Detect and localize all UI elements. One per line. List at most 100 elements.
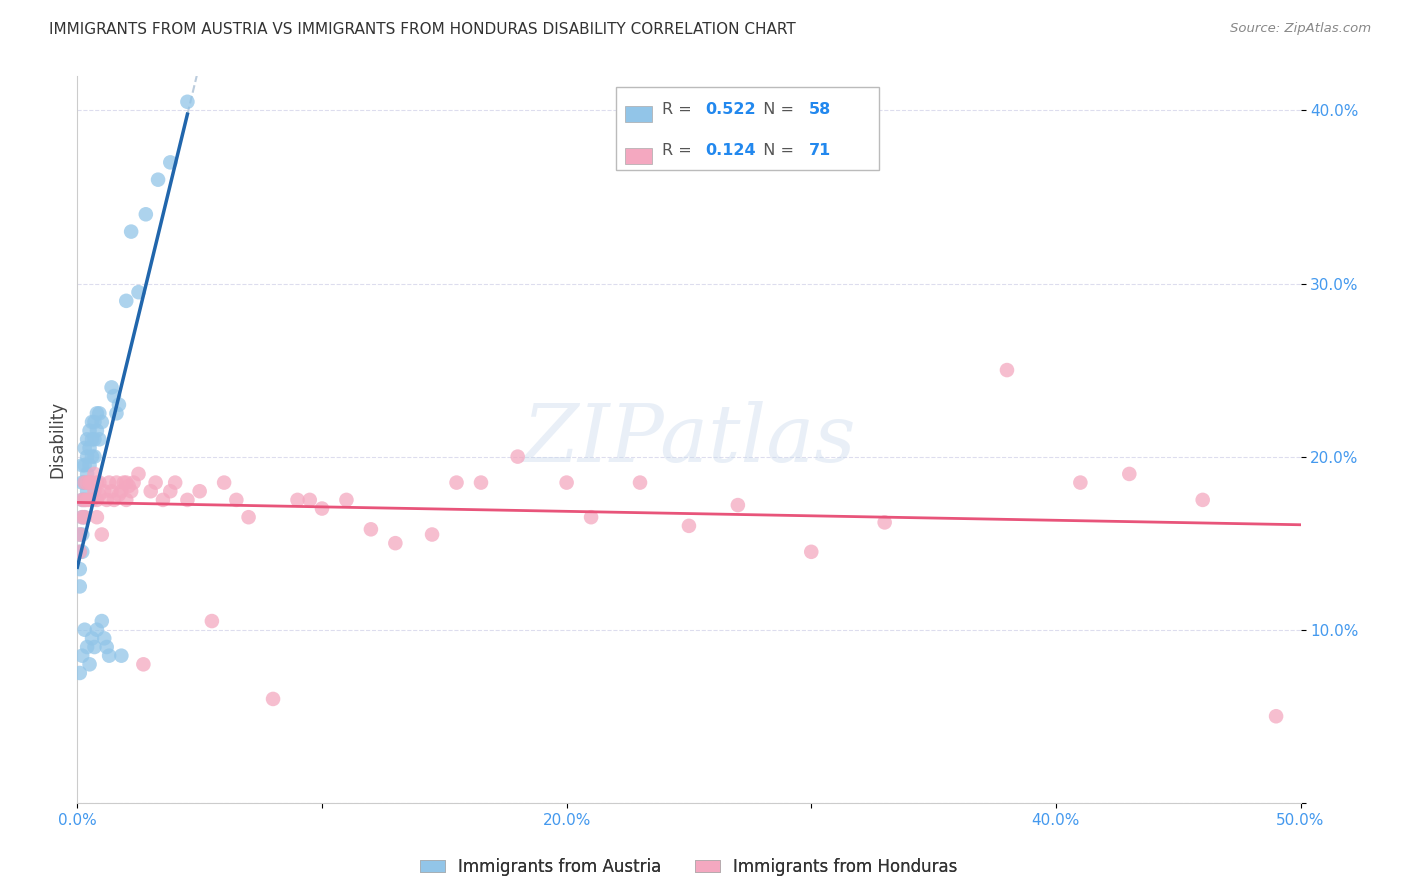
Point — [287, 492, 309, 507]
Point — [70, 458, 93, 473]
Point — [135, 207, 157, 221]
Point — [69, 545, 91, 559]
Point — [70, 475, 93, 490]
Point — [139, 484, 162, 499]
Point — [146, 172, 169, 186]
Point — [80, 492, 103, 507]
Point — [76, 467, 98, 481]
Point — [79, 475, 101, 490]
Point — [73, 441, 96, 455]
Point — [118, 479, 141, 493]
Point — [70, 492, 93, 507]
Point — [628, 475, 651, 490]
Text: 58: 58 — [808, 102, 831, 117]
Point — [800, 545, 823, 559]
Point — [115, 293, 138, 308]
Legend: Immigrants from Austria, Immigrants from Honduras: Immigrants from Austria, Immigrants from… — [413, 851, 965, 882]
Point — [212, 475, 235, 490]
Point — [132, 657, 155, 672]
Point — [108, 488, 131, 502]
Point — [105, 406, 128, 420]
FancyBboxPatch shape — [626, 106, 652, 122]
Point — [470, 475, 492, 490]
Text: Source: ZipAtlas.com: Source: ZipAtlas.com — [1230, 22, 1371, 36]
Point — [127, 285, 149, 300]
FancyBboxPatch shape — [616, 87, 879, 170]
Point — [79, 492, 101, 507]
Point — [110, 484, 132, 499]
Text: IMMIGRANTS FROM AUSTRIA VS IMMIGRANTS FROM HONDURAS DISABILITY CORRELATION CHART: IMMIGRANTS FROM AUSTRIA VS IMMIGRANTS FR… — [49, 22, 796, 37]
Point — [176, 492, 198, 507]
Point — [105, 475, 128, 490]
Point — [1191, 492, 1213, 507]
Text: R =: R = — [662, 144, 697, 158]
Point — [73, 492, 96, 507]
Point — [76, 484, 98, 499]
Point — [73, 510, 96, 524]
Point — [506, 450, 529, 464]
Point — [80, 632, 103, 646]
Point — [93, 484, 115, 499]
Point — [76, 432, 98, 446]
Point — [176, 95, 198, 109]
Point — [80, 475, 103, 490]
Point — [70, 510, 93, 524]
Point — [995, 363, 1018, 377]
Point — [73, 510, 96, 524]
Text: 0.124: 0.124 — [704, 144, 755, 158]
Point — [115, 475, 138, 490]
Point — [122, 475, 145, 490]
Point — [298, 492, 321, 507]
Point — [80, 450, 103, 464]
Point — [579, 510, 602, 524]
Point — [69, 527, 91, 541]
Point — [76, 475, 98, 490]
Point — [93, 632, 115, 646]
Point — [79, 441, 101, 455]
Point — [73, 623, 96, 637]
Point — [86, 623, 108, 637]
Point — [112, 475, 135, 490]
Text: 0.522: 0.522 — [704, 102, 755, 117]
Point — [96, 640, 118, 654]
Point — [188, 484, 211, 499]
Point — [83, 432, 105, 446]
Point — [120, 225, 142, 239]
Point — [69, 562, 91, 576]
Point — [110, 648, 132, 663]
Point — [89, 488, 111, 502]
Point — [727, 498, 749, 512]
Point — [100, 380, 122, 394]
Point — [120, 484, 142, 499]
Point — [127, 467, 149, 481]
Text: N =: N = — [752, 102, 799, 117]
Text: N =: N = — [752, 144, 799, 158]
Point — [873, 516, 896, 530]
Point — [90, 614, 112, 628]
Point — [76, 640, 98, 654]
Point — [70, 492, 93, 507]
Point — [108, 398, 131, 412]
Point — [70, 510, 93, 524]
Point — [79, 424, 101, 438]
Point — [115, 492, 138, 507]
Point — [83, 415, 105, 429]
Point — [90, 415, 112, 429]
Point — [76, 492, 98, 507]
Text: R =: R = — [662, 102, 697, 117]
Point — [69, 665, 91, 680]
Y-axis label: Disability: Disability — [48, 401, 66, 478]
Point — [98, 648, 121, 663]
Point — [70, 527, 93, 541]
Point — [103, 492, 125, 507]
Point — [159, 484, 181, 499]
Point — [73, 475, 96, 490]
Point — [79, 475, 101, 490]
Point — [80, 415, 103, 429]
Point — [83, 640, 105, 654]
Point — [76, 450, 98, 464]
Point — [86, 492, 108, 507]
Point — [73, 492, 96, 507]
Point — [70, 648, 93, 663]
Text: ZIPatlas: ZIPatlas — [522, 401, 856, 478]
